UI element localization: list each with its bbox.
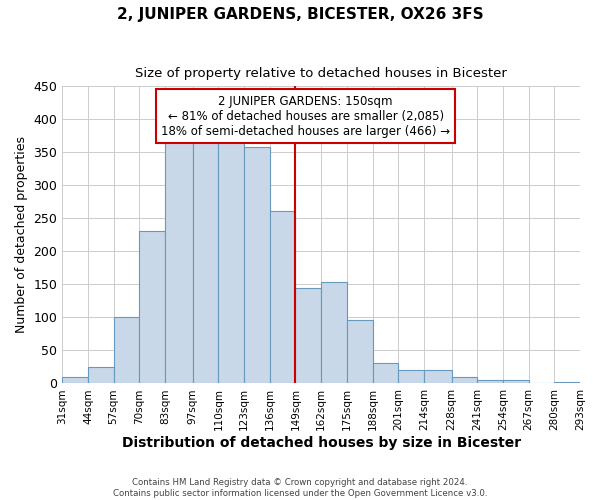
Bar	[270, 212, 295, 384]
Text: 2, JUNIPER GARDENS, BICESTER, OX26 3FS: 2, JUNIPER GARDENS, BICESTER, OX26 3FS	[116, 8, 484, 22]
Text: Contains HM Land Registry data © Crown copyright and database right 2024.
Contai: Contains HM Land Registry data © Crown c…	[113, 478, 487, 498]
Bar	[62, 377, 88, 384]
Bar	[503, 380, 529, 384]
Bar	[295, 288, 321, 384]
Bar	[347, 320, 373, 384]
Bar	[193, 138, 218, 384]
X-axis label: Distribution of detached houses by size in Bicester: Distribution of detached houses by size …	[122, 436, 521, 450]
Bar	[477, 380, 503, 384]
Title: Size of property relative to detached houses in Bicester: Size of property relative to detached ho…	[135, 68, 507, 80]
Bar	[218, 138, 244, 384]
Bar	[373, 363, 398, 384]
Y-axis label: Number of detached properties: Number of detached properties	[15, 136, 28, 333]
Bar	[139, 232, 165, 384]
Bar	[113, 318, 139, 384]
Bar	[554, 382, 580, 384]
Bar	[529, 383, 554, 384]
Bar	[321, 282, 347, 384]
Bar	[424, 370, 452, 384]
Bar	[452, 377, 477, 384]
Bar	[244, 148, 270, 384]
Bar	[88, 367, 113, 384]
Text: 2 JUNIPER GARDENS: 150sqm
← 81% of detached houses are smaller (2,085)
18% of se: 2 JUNIPER GARDENS: 150sqm ← 81% of detac…	[161, 95, 450, 138]
Bar	[398, 370, 424, 384]
Bar	[165, 142, 193, 384]
